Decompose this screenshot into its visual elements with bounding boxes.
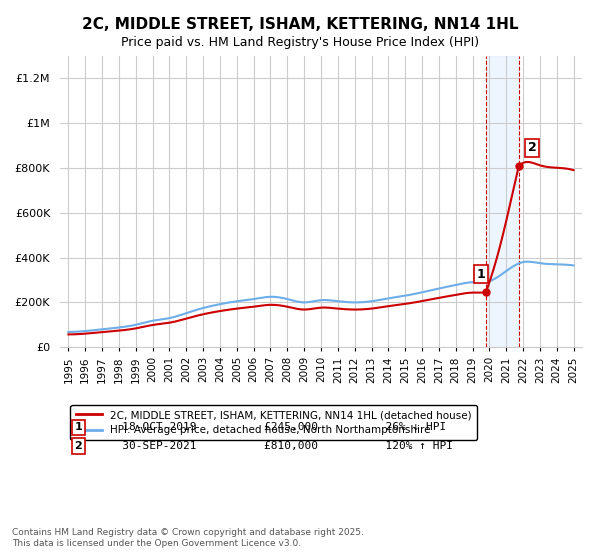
Text: 2: 2 xyxy=(74,441,82,451)
Text: 2: 2 xyxy=(528,141,537,155)
Text: 2C, MIDDLE STREET, ISHAM, KETTERING, NN14 1HL: 2C, MIDDLE STREET, ISHAM, KETTERING, NN1… xyxy=(82,17,518,32)
Text: Price paid vs. HM Land Registry's House Price Index (HPI): Price paid vs. HM Land Registry's House … xyxy=(121,36,479,49)
Text: 30-SEP-2021          £810,000          120% ↑ HPI: 30-SEP-2021 £810,000 120% ↑ HPI xyxy=(102,441,453,451)
Text: 18-OCT-2019          £245,000          26% ↓ HPI: 18-OCT-2019 £245,000 26% ↓ HPI xyxy=(102,422,446,432)
Text: 1: 1 xyxy=(476,268,485,281)
Bar xyxy=(486,56,519,347)
Text: Contains HM Land Registry data © Crown copyright and database right 2025.
This d: Contains HM Land Registry data © Crown c… xyxy=(12,528,364,548)
Text: 1: 1 xyxy=(74,422,82,432)
Legend: 2C, MIDDLE STREET, ISHAM, KETTERING, NN14 1HL (detached house), HPI: Average pri: 2C, MIDDLE STREET, ISHAM, KETTERING, NN1… xyxy=(70,405,477,441)
